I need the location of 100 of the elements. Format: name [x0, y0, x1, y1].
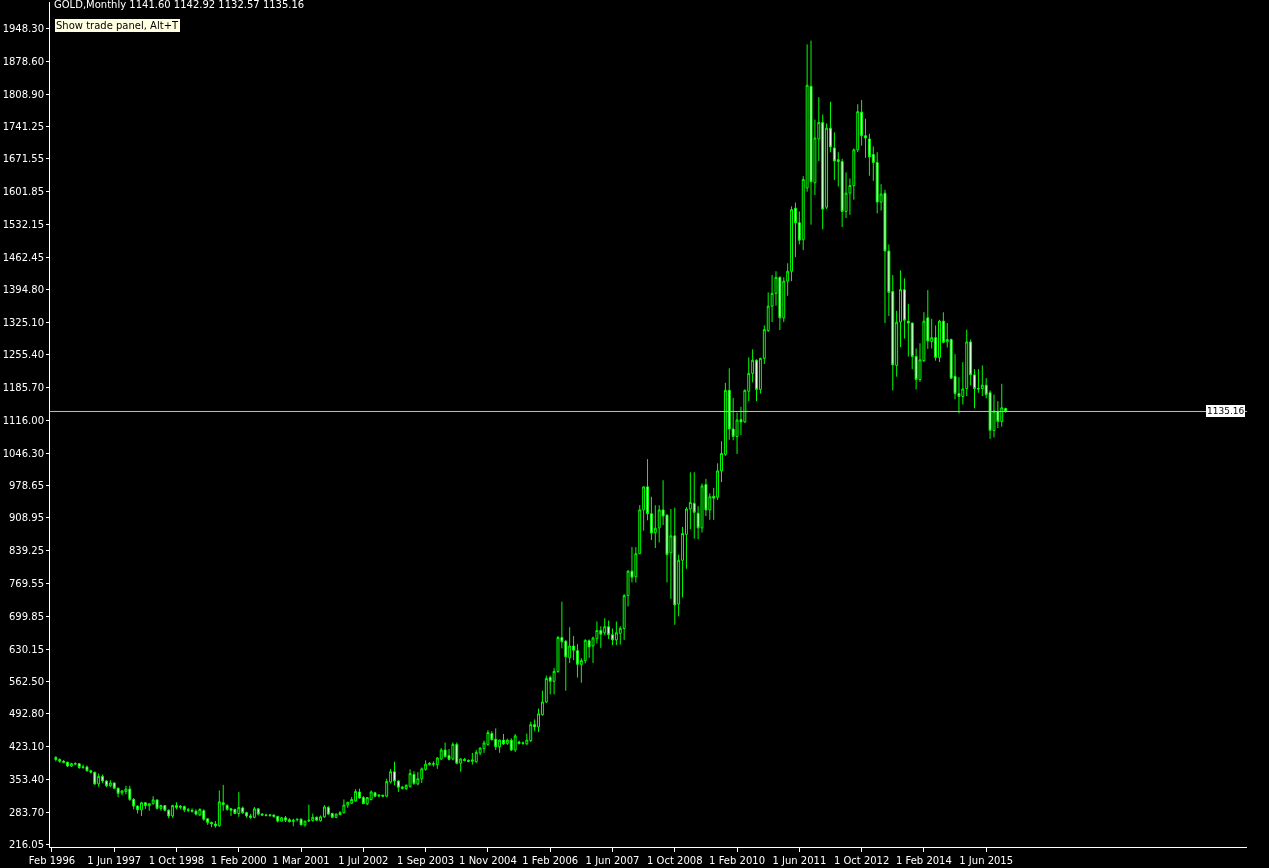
candlestick [182, 806, 186, 813]
y-tick-label: 1808.90 [2, 88, 44, 100]
x-tick-label: 1 Feb 2010 [709, 855, 765, 866]
candlestick [178, 804, 182, 810]
y-tick-label: 1185.70 [2, 382, 44, 394]
candlestick [252, 806, 256, 819]
candlestick [62, 759, 66, 764]
candlestick [66, 761, 69, 768]
candlestick [256, 807, 260, 816]
candlestick [354, 788, 358, 803]
candlestick [369, 790, 373, 801]
candlestick [326, 805, 330, 816]
candlestick [451, 741, 455, 761]
candlestick [198, 807, 202, 817]
candlestick [692, 471, 696, 540]
candlestick [171, 804, 175, 819]
y-tick-label: 1532.15 [2, 219, 44, 231]
y-tick-label: 492.80 [9, 708, 44, 720]
candlestick [377, 793, 381, 798]
candlestick [140, 801, 143, 817]
y-tick-label: 1046.30 [2, 447, 44, 459]
y-tick-label: 1116.00 [2, 415, 44, 426]
candlestick [315, 816, 319, 822]
candlestick [614, 621, 618, 646]
x-tick-label: 1 Feb 2014 [895, 855, 952, 866]
candlestick [108, 779, 112, 787]
candlestick [280, 816, 284, 822]
candlestick [408, 768, 412, 789]
candlestick [93, 771, 97, 786]
candlestick [85, 766, 89, 773]
y-tick-label: 978.65 [9, 479, 44, 491]
candlestick [104, 779, 108, 788]
candlestick [69, 762, 73, 767]
candlestick [81, 764, 85, 770]
candlestick [322, 804, 326, 819]
candlestick [268, 813, 272, 818]
candlestick [474, 749, 478, 764]
candlestick [284, 815, 287, 823]
candlestick [190, 807, 194, 814]
candlestick [276, 815, 280, 824]
candlestick [210, 821, 213, 828]
candlestick [73, 761, 77, 766]
candlestick [194, 808, 198, 816]
candlestick [428, 761, 431, 767]
y-tick-label: 283.70 [9, 806, 44, 818]
candlestick [260, 812, 264, 817]
candlestick [307, 804, 311, 823]
candlestick [809, 40, 813, 226]
y-tick-label: 839.25 [9, 545, 44, 557]
y-tick-label: 699.85 [9, 610, 44, 622]
y-tick-label: 1878.60 [2, 56, 44, 67]
y-tick-label: 423.10 [9, 741, 44, 753]
candlestick [875, 151, 879, 214]
x-tick-label: 1 Oct 2012 [833, 855, 890, 866]
x-tick-label: 1 Jun 2011 [772, 855, 827, 866]
candlestick [992, 394, 996, 438]
x-tick-label: 1 Jul 2002 [338, 855, 389, 866]
candlestick [673, 507, 677, 626]
x-tick-label: 1 Nov 2004 [459, 855, 517, 866]
candlestick [373, 792, 377, 798]
candlestick [101, 774, 104, 784]
x-tick-label: 1 Feb 2006 [522, 855, 579, 866]
y-tick-label: 562.50 [9, 675, 44, 687]
candlestick [778, 275, 782, 331]
candlestick [54, 755, 58, 762]
y-tick-label: 353.40 [9, 773, 44, 785]
y-tick-label: 1601.85 [2, 186, 44, 198]
candlestick [431, 760, 435, 767]
candlestick [443, 741, 447, 759]
x-tick-label: 1 Jun 2007 [585, 855, 640, 866]
candlestick [97, 773, 101, 788]
y-tick-label: 1948.30 [2, 23, 44, 35]
x-tick-label: 1 Jun 1997 [87, 855, 142, 866]
ref-line-label: 1135.16 [1207, 406, 1245, 416]
x-tick-label: 1 Oct 2008 [647, 855, 703, 866]
annotation: Show trade panel, Alt+T [56, 20, 180, 31]
candlestick [470, 752, 474, 766]
y-tick-label: 1325.10 [2, 316, 44, 328]
candlestick [513, 733, 517, 753]
y-tick-label: 630.15 [9, 643, 44, 655]
y-tick-label: 769.55 [9, 578, 44, 590]
candlestick [287, 817, 291, 824]
candlestick [264, 813, 268, 817]
candlestick [77, 763, 81, 770]
candlestick [412, 770, 416, 786]
candlestick [587, 638, 591, 659]
y-tick-label: 908.95 [9, 512, 44, 524]
candlestick [167, 808, 171, 819]
x-tick-label: Feb 1996 [28, 855, 76, 866]
candlestick [120, 789, 124, 796]
candlestick [299, 817, 303, 826]
candlestick [186, 807, 190, 813]
y-tick-label: 1671.55 [2, 153, 44, 165]
candlestick [334, 813, 338, 818]
candlestick [58, 758, 62, 764]
y-tick-label: 1462.45 [2, 251, 44, 263]
candlestick [237, 791, 241, 818]
candlestick [358, 788, 361, 800]
candlestick [980, 364, 984, 397]
candlestick [1000, 383, 1004, 428]
